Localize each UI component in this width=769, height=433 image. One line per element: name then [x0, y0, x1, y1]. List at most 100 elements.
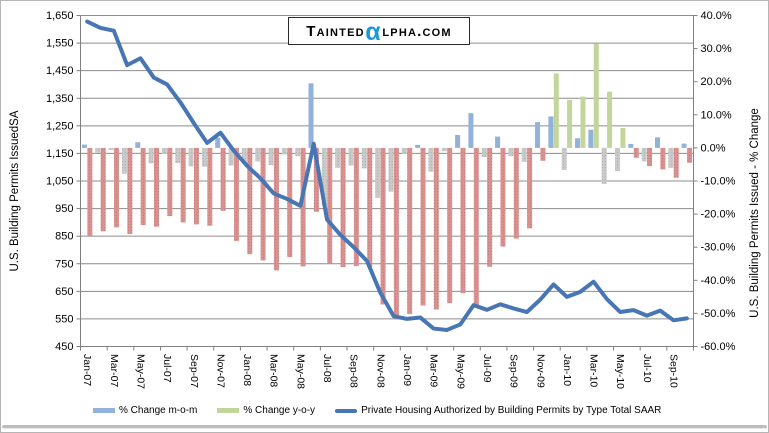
mom-bar-Feb-09: [415, 144, 421, 148]
mom-bar-Aug-10: [654, 137, 660, 148]
yoy-bar-Mar-09: [433, 147, 439, 310]
mom-bar-series: [81, 83, 687, 206]
x-axis-label: Jul-07: [161, 354, 173, 383]
yoy-bar-Dec-08: [393, 147, 399, 320]
mom-bar-Apr-07: [121, 147, 127, 174]
left-axis-tick-label: 1,550: [46, 38, 74, 50]
site-banner: Tainted α lpha.com: [288, 17, 470, 45]
mom-bar-Mar-08: [268, 147, 274, 166]
mom-bar-May-07: [135, 142, 141, 148]
mom-bar-Feb-07: [95, 147, 101, 153]
yoy-bar-Mar-08: [273, 147, 279, 271]
yoy-bar-Jun-10: [633, 147, 639, 158]
yoy-series-swatch: [217, 408, 240, 413]
mom-bar-Mar-10: [588, 129, 594, 148]
mom-bar-Jul-10: [641, 147, 647, 162]
mom-bar-Jan-09: [401, 147, 407, 154]
right-axis-tick-label: 40.0%: [701, 10, 732, 22]
mom-bar-Sep-10: [668, 147, 674, 168]
left-axis-tick-label: 450: [55, 341, 73, 353]
x-axis-label: May-08: [294, 354, 306, 389]
mom-bar-Jun-09: [468, 113, 474, 148]
yoy-bar-Feb-08: [260, 147, 266, 261]
yoy-bar-Aug-10: [660, 147, 666, 170]
right-axis-tick-label: -60.0%: [701, 341, 736, 353]
x-axis-label: Jul-08: [321, 354, 333, 383]
x-axis-label: Nov-08: [374, 354, 386, 388]
mom-bar-Apr-08: [281, 147, 287, 155]
yoy-bar-Oct-07: [207, 147, 213, 226]
x-axis-label: Mar-09: [428, 354, 440, 387]
right-axis-tick-label: -50.0%: [701, 308, 736, 320]
left-axis-tick-label: 1,150: [46, 148, 74, 160]
yoy-bar-series: [87, 43, 693, 320]
legend-label-yoy: % Change y-o-y: [243, 405, 316, 416]
x-axis-label: Jan-10: [561, 354, 573, 386]
mom-bar-May-08: [295, 147, 301, 157]
yoy-bar-Sep-09: [513, 147, 519, 239]
mom-bar-Jan-08: [241, 147, 247, 164]
yoy-bar-May-08: [300, 147, 306, 267]
yoy-bar-Feb-09: [420, 147, 426, 306]
yoy-bar-Oct-09: [527, 147, 533, 229]
right-axis-tick-label: 20.0%: [701, 76, 732, 88]
yoy-bar-Aug-07: [180, 147, 186, 223]
right-axis-tick-label: 30.0%: [701, 43, 732, 55]
yoy-bar-Jul-09: [487, 147, 493, 267]
x-axis-label: Sep-08: [348, 354, 360, 388]
yoy-bar-Apr-07: [127, 147, 133, 234]
left-axis-tick-label: 850: [55, 231, 73, 243]
yoy-bar-Nov-08: [380, 147, 386, 305]
mom-bar-Oct-09: [521, 147, 527, 162]
mom-series-swatch: [93, 408, 115, 413]
x-axis-label: Sep-09: [508, 354, 520, 388]
yoy-bar-Jun-07: [153, 147, 159, 227]
yoy-bar-Jan-08: [247, 147, 253, 255]
mom-bar-Aug-07: [175, 147, 181, 164]
mom-bar-Jun-10: [628, 143, 634, 148]
yoy-bar-Jan-10: [567, 99, 573, 148]
right-axis-tick-label: -30.0%: [701, 242, 736, 254]
yoy-bar-Jul-08: [327, 147, 333, 264]
mom-bar-Jul-08: [321, 147, 327, 206]
mom-bar-Sep-08: [348, 147, 354, 166]
right-axis-tick-label: 0.0%: [701, 142, 726, 154]
x-axis-label: May-10: [614, 354, 626, 389]
x-axis-label: Nov-09: [534, 354, 546, 388]
mom-bar-Dec-08: [388, 147, 394, 192]
yoy-bar-May-07: [140, 147, 146, 226]
right-axis-title: U.S. Building Permits Issued - % Change: [749, 108, 761, 318]
yoy-bar-Jan-07: [87, 147, 93, 236]
yoy-bar-Sep-08: [353, 147, 359, 267]
yoy-bar-Jul-10: [647, 147, 653, 167]
right-axis-tick-label: -10.0%: [701, 176, 736, 188]
mom-bar-Jan-10: [561, 147, 567, 171]
mom-bar-Jul-09: [481, 147, 487, 158]
mom-bar-May-10: [615, 147, 621, 172]
x-axis-label: Mar-07: [108, 354, 120, 387]
mom-bar-Apr-09: [441, 147, 447, 152]
yoy-bar-Feb-10: [580, 96, 586, 148]
yoy-bar-Jul-07: [167, 147, 173, 217]
mom-bar-Oct-10: [681, 143, 687, 148]
yoy-bar-Dec-07: [233, 147, 239, 241]
site-banner-text-post: lpha.com: [382, 22, 452, 40]
mom-bar-Jan-07: [81, 144, 87, 148]
left-axis-tick-labels: 1,650 1,550 1,450 1,350 1,250 1,150 1,050 950 85…: [46, 10, 74, 353]
right-axis-tick-label: -40.0%: [701, 275, 736, 287]
x-axis-label: Jan-08: [241, 354, 253, 386]
left-axis-tick-label: 1,250: [46, 120, 74, 132]
yoy-bar-Nov-09: [540, 147, 546, 161]
mom-bar-Dec-07: [228, 147, 234, 166]
legend-label-mom: % Change m-o-m: [119, 405, 198, 416]
x-axis-labels: Jan-07 Mar-07 May-07 Jul-07 Sep-07 Nov-07 Jan-…: [81, 354, 679, 389]
mom-bar-Jun-07: [148, 147, 154, 164]
left-axis-tick-label: 1,050: [46, 176, 74, 188]
yoy-bar-May-10: [620, 128, 626, 148]
left-axis-tick-label: 550: [55, 313, 73, 325]
mom-bar-Apr-10: [601, 147, 607, 184]
chart-legend: % Change m-o-m % Change y-o-y Private Ho…: [93, 405, 661, 416]
legend-item-yoy: % Change y-o-y: [217, 405, 315, 416]
left-axis-tick-label: 950: [55, 203, 73, 215]
